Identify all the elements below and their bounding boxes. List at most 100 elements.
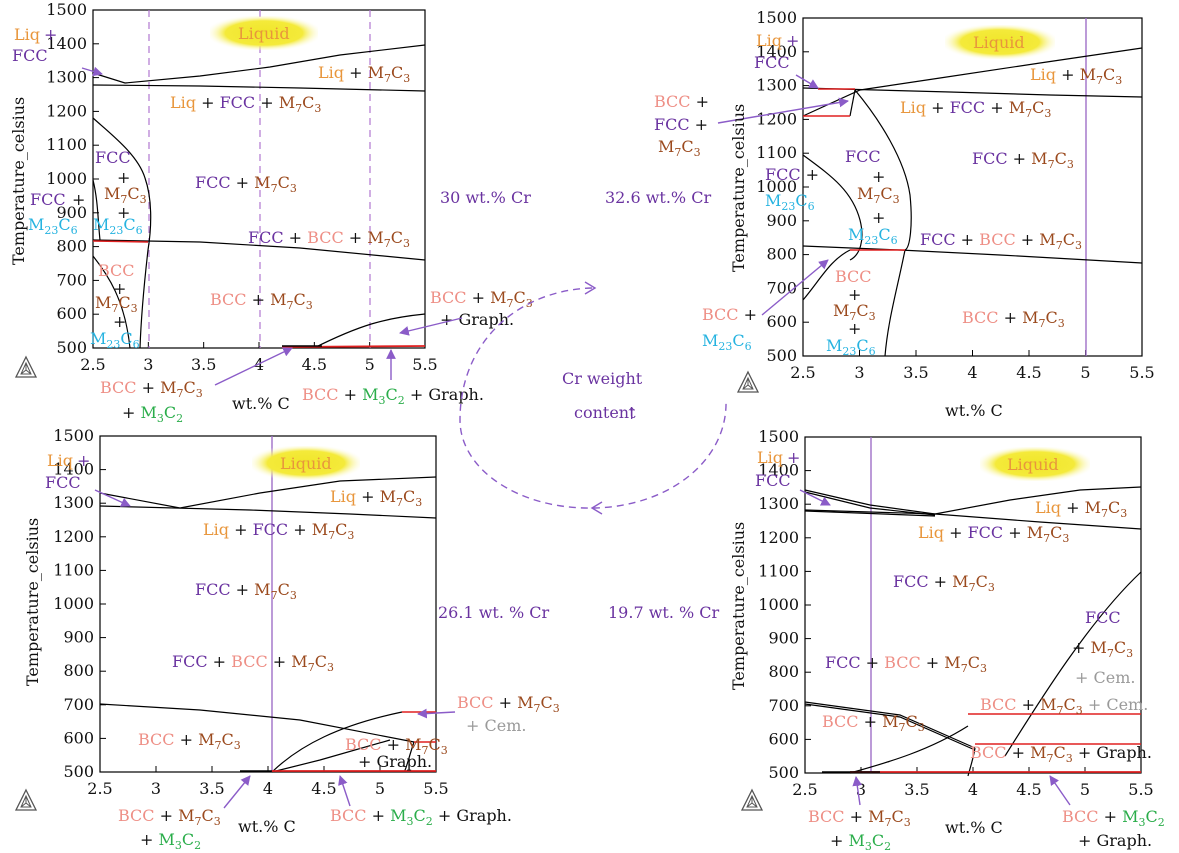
thermo-calc-triangle-icon — [740, 788, 764, 811]
liq-fcc-label: Liq + FCC — [45, 451, 90, 492]
x-ticks: 2.5 3 3.5 4 4.5 5 5.5 — [790, 350, 1155, 382]
x-tick-label: 5 — [1080, 780, 1090, 799]
x-tick-label: 3 — [143, 355, 153, 374]
arrow-bcc-m3c2-graph — [338, 775, 351, 807]
svg-text:M23C6: M23C6 — [826, 336, 876, 358]
fcc-bcc-m7c3-label: FCC + BCC + M7C3 — [825, 653, 987, 675]
svg-text:M7C3: M7C3 — [658, 137, 701, 159]
phase-boundaries — [802, 47, 1143, 357]
x-tick-label: 3 — [151, 779, 161, 798]
bcc-m7c3-label: BCC + M7C3 — [962, 308, 1065, 330]
x-tick-label: 3.5 — [191, 355, 216, 374]
bcc-m7c3-m3c2-label: BCC + M7C3 + M3C2 — [808, 807, 911, 853]
y-tick-label: 1200 — [46, 101, 87, 120]
x-tick-label: 2.5 — [80, 355, 105, 374]
bcc-m7c3-m3c2-label: BCC + M7C3 + M3C2 — [100, 378, 203, 425]
y-tick-label: 1200 — [758, 528, 799, 547]
svg-text:+: + — [872, 167, 885, 186]
panel-19-7cr: 500600700800900100011001200130014001500 … — [608, 427, 1165, 853]
x-tick-label: 3 — [854, 363, 864, 382]
liq-fcc-label: Liq + FCC — [755, 448, 800, 490]
y-tick-label: 1000 — [758, 595, 799, 614]
x-tick-label: 4.5 — [1016, 780, 1041, 799]
liq-m7c3-label: Liq + M7C3 — [330, 487, 422, 509]
x-tick-label: 4 — [967, 363, 977, 382]
bcc-m7c3-label: BCC + M7C3 — [210, 290, 313, 312]
bcc-stack-label: BCC + M7C3 + M23C6 — [90, 261, 140, 351]
m23c6-bottom-left: M23C6 — [702, 331, 752, 353]
y-axis-label: Temperature_celsius — [729, 104, 748, 272]
bcc-m3c2-graph-label: BCC + M3C2 + Graph. — [302, 385, 484, 407]
y-tick-label: 1400 — [53, 460, 94, 479]
y-ticks: 500 600 700 800 900 1000 1100 1200 1300 1400 1500 — [46, 0, 99, 357]
svg-text:M23C6: M23C6 — [90, 329, 140, 351]
bcc-m7c3-cem-label: BCC + M7C3 + Cem. — [980, 695, 1148, 717]
y-tick-label: 1400 — [756, 42, 797, 61]
y-tick-label: 700 — [63, 695, 94, 714]
y-tick-label: 1400 — [46, 34, 87, 53]
y-tick-label: 1100 — [46, 135, 87, 154]
fcc-m7c3-label: FCC + M7C3 — [972, 149, 1074, 171]
black-curve-low — [271, 739, 391, 773]
y-ticks: 500 600 700 800 900 1000 1100 1200 1300 1400 1500 — [758, 427, 811, 782]
bcc-plus-left: BCC + — [702, 305, 757, 324]
cycle-arrow — [459, 287, 727, 509]
liq-fcc-m7c3-label: Liq + FCC + M7C3 — [203, 520, 354, 542]
bcc-fcc-m7c3-stack: BCC + FCC + M7C3 — [654, 92, 709, 159]
x-tick-label: 5 — [1080, 363, 1090, 382]
y-tick-label: 800 — [63, 661, 94, 680]
svg-text:+: + — [113, 279, 126, 298]
svg-text:BCC: BCC — [98, 261, 135, 280]
m23c6-left: M23C6 — [28, 215, 78, 237]
panel-26-1cr: 500600700800900100011001200130014001500 … — [14, 426, 560, 852]
bcc-m3c2-graph-label: BCC + M3C2 + Graph. — [1062, 807, 1165, 850]
liq-fcc-m7c3-label: Liq + FCC + M7C3 — [900, 98, 1051, 120]
liq-m7c3-label: Liq + M7C3 — [1030, 65, 1122, 87]
liquid-highlight — [252, 446, 360, 480]
liquid-label: Liquid — [238, 24, 290, 43]
y-tick-label: 600 — [768, 729, 799, 748]
y-tick-label: 900 — [768, 629, 799, 648]
x-tick-label: 3 — [856, 780, 866, 799]
x-tick-label: 4 — [968, 780, 978, 799]
arrow-bcc-m7c3-m3c2 — [214, 347, 293, 386]
fcc-bcc-m7c3-label: FCC + BCC + M7C3 — [172, 652, 334, 674]
liq-m7c3-label: Liq + M7C3 — [318, 63, 410, 85]
y-tick-label: 700 — [56, 270, 87, 289]
svg-text:M7C3: M7C3 — [857, 184, 900, 206]
y-tick-label: 1400 — [758, 461, 799, 480]
x-tick-label: 3.5 — [904, 780, 929, 799]
fcc-bcc-m7c3-label: FCC + BCC + M7C3 — [248, 228, 410, 250]
x-tick-label: 4.5 — [311, 779, 336, 798]
liq-fcc-m7c3-label: Liq + FCC + M7C3 — [170, 93, 321, 115]
panel-32-6cr: 500600700800900100011001200130014001500 … — [605, 8, 1155, 420]
y-tick-label: 500 — [768, 763, 799, 782]
y-tick-label: 1500 — [756, 8, 797, 27]
y-axis-label: Temperature_celsius — [729, 522, 748, 690]
x-tick-label: 2.5 — [792, 780, 817, 799]
liquid-label: Liquid — [280, 454, 332, 473]
liq-m7c3-label: Liq + M7C3 — [1035, 498, 1127, 520]
cr-weight-label: Cr weight — [562, 369, 643, 388]
liquid-highlight — [210, 16, 318, 50]
y-tick-label: 600 — [63, 728, 94, 747]
x-tick-label: 5.5 — [1129, 363, 1154, 382]
y-tick-label: 900 — [56, 203, 87, 222]
x-tick-label: 5.5 — [423, 779, 448, 798]
y-ticks: 500 600 700 800 900 1000 1100 1200 1300 1400 1500 — [53, 426, 106, 781]
y-tick-label: 1200 — [756, 109, 797, 128]
center-cycle: Cr weight content ↑ — [459, 281, 727, 515]
panel-caption: 32.6 wt.% Cr — [605, 188, 711, 207]
svg-text:M23C6: M23C6 — [93, 215, 143, 237]
svg-text:M7C3: M7C3 — [95, 293, 138, 315]
y-tick-label: 1000 — [46, 169, 87, 188]
y-tick-label: 500 — [56, 338, 87, 357]
bcc-stack-label: BCC + M7C3 + M23C6 — [826, 267, 876, 358]
y-tick-label: 1100 — [756, 143, 797, 162]
x-axis-label: wt.% C — [238, 817, 296, 836]
y-tick-label: 900 — [63, 628, 94, 647]
liq-fcc-label: Liq + FCC — [12, 25, 57, 65]
x-axis-label: wt.% C — [945, 401, 1003, 420]
fcc-m7c3-label: FCC + M7C3 — [893, 572, 995, 594]
y-tick-label: 900 — [766, 211, 797, 230]
